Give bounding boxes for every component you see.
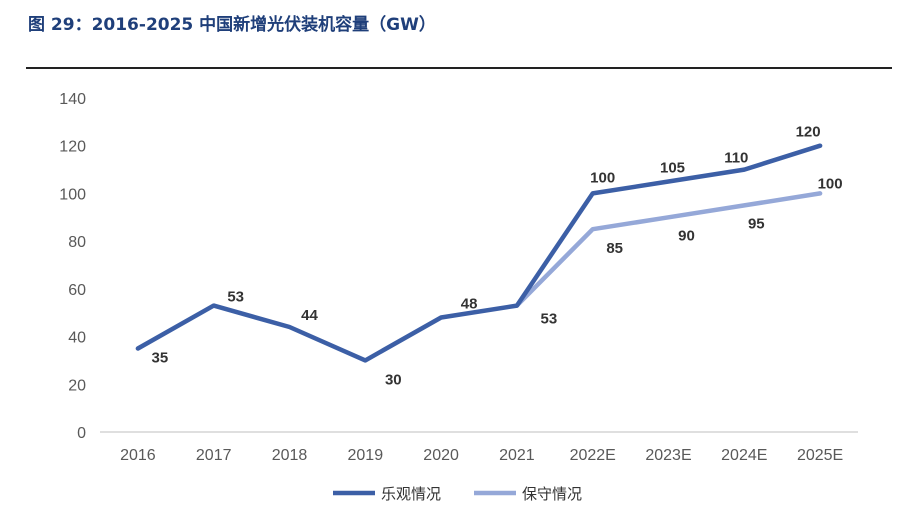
data-label: 95 [748, 215, 765, 232]
x-tick-label: 2016 [120, 447, 156, 464]
y-tick-label: 40 [68, 330, 86, 347]
x-tick-label: 2025E [797, 447, 843, 464]
data-label: 90 [678, 227, 695, 244]
x-tick-label: 2018 [272, 447, 308, 464]
data-label: 30 [385, 371, 402, 388]
data-label: 120 [796, 124, 821, 141]
data-label: 110 [724, 150, 748, 167]
y-tick-label: 60 [68, 282, 86, 299]
x-tick-label: 2019 [348, 447, 384, 464]
y-tick-label: 0 [77, 425, 86, 442]
legend: 乐观情况 保守情况 [333, 485, 582, 503]
y-axis-ticks: 0 20 40 60 80 100 120 140 [59, 91, 86, 442]
x-tick-label: 2017 [196, 447, 232, 464]
y-tick-label: 20 [68, 377, 86, 394]
series-lines [135, 143, 823, 363]
data-label: 85 [606, 240, 623, 257]
data-label: 53 [541, 311, 558, 328]
data-label: 105 [660, 160, 685, 177]
legend-label: 乐观情况 [381, 485, 441, 503]
x-tick-label: 2024E [721, 447, 767, 464]
y-tick-label: 120 [59, 139, 86, 156]
x-tick-label: 2020 [423, 447, 459, 464]
data-label: 35 [152, 350, 169, 367]
x-axis-ticks: 2016 2017 2018 2019 2020 2021 2022E 2023E 2024E 2… [120, 447, 843, 464]
data-label: 44 [301, 307, 318, 324]
figure-title: 图 29：2016-2025 中国新增光伏装机容量（GW） [28, 15, 436, 35]
y-tick-label: 140 [59, 91, 86, 108]
data-label: 53 [227, 289, 244, 306]
series-line-conservative [514, 191, 823, 308]
y-tick-label: 80 [68, 234, 86, 251]
x-tick-label: 2023E [645, 447, 691, 464]
data-label: 100 [818, 175, 843, 192]
series-line-optimistic [135, 143, 823, 363]
data-labels: 35 53 44 30 48 53 100 105 110 120 85 90 95 100 [152, 124, 843, 389]
y-tick-label: 100 [59, 186, 86, 203]
legend-label: 保守情况 [522, 485, 582, 503]
title-divider [26, 67, 892, 69]
x-tick-label: 2022E [570, 447, 616, 464]
x-tick-label: 2021 [499, 447, 535, 464]
data-label: 100 [590, 169, 615, 186]
data-label: 48 [461, 295, 478, 312]
